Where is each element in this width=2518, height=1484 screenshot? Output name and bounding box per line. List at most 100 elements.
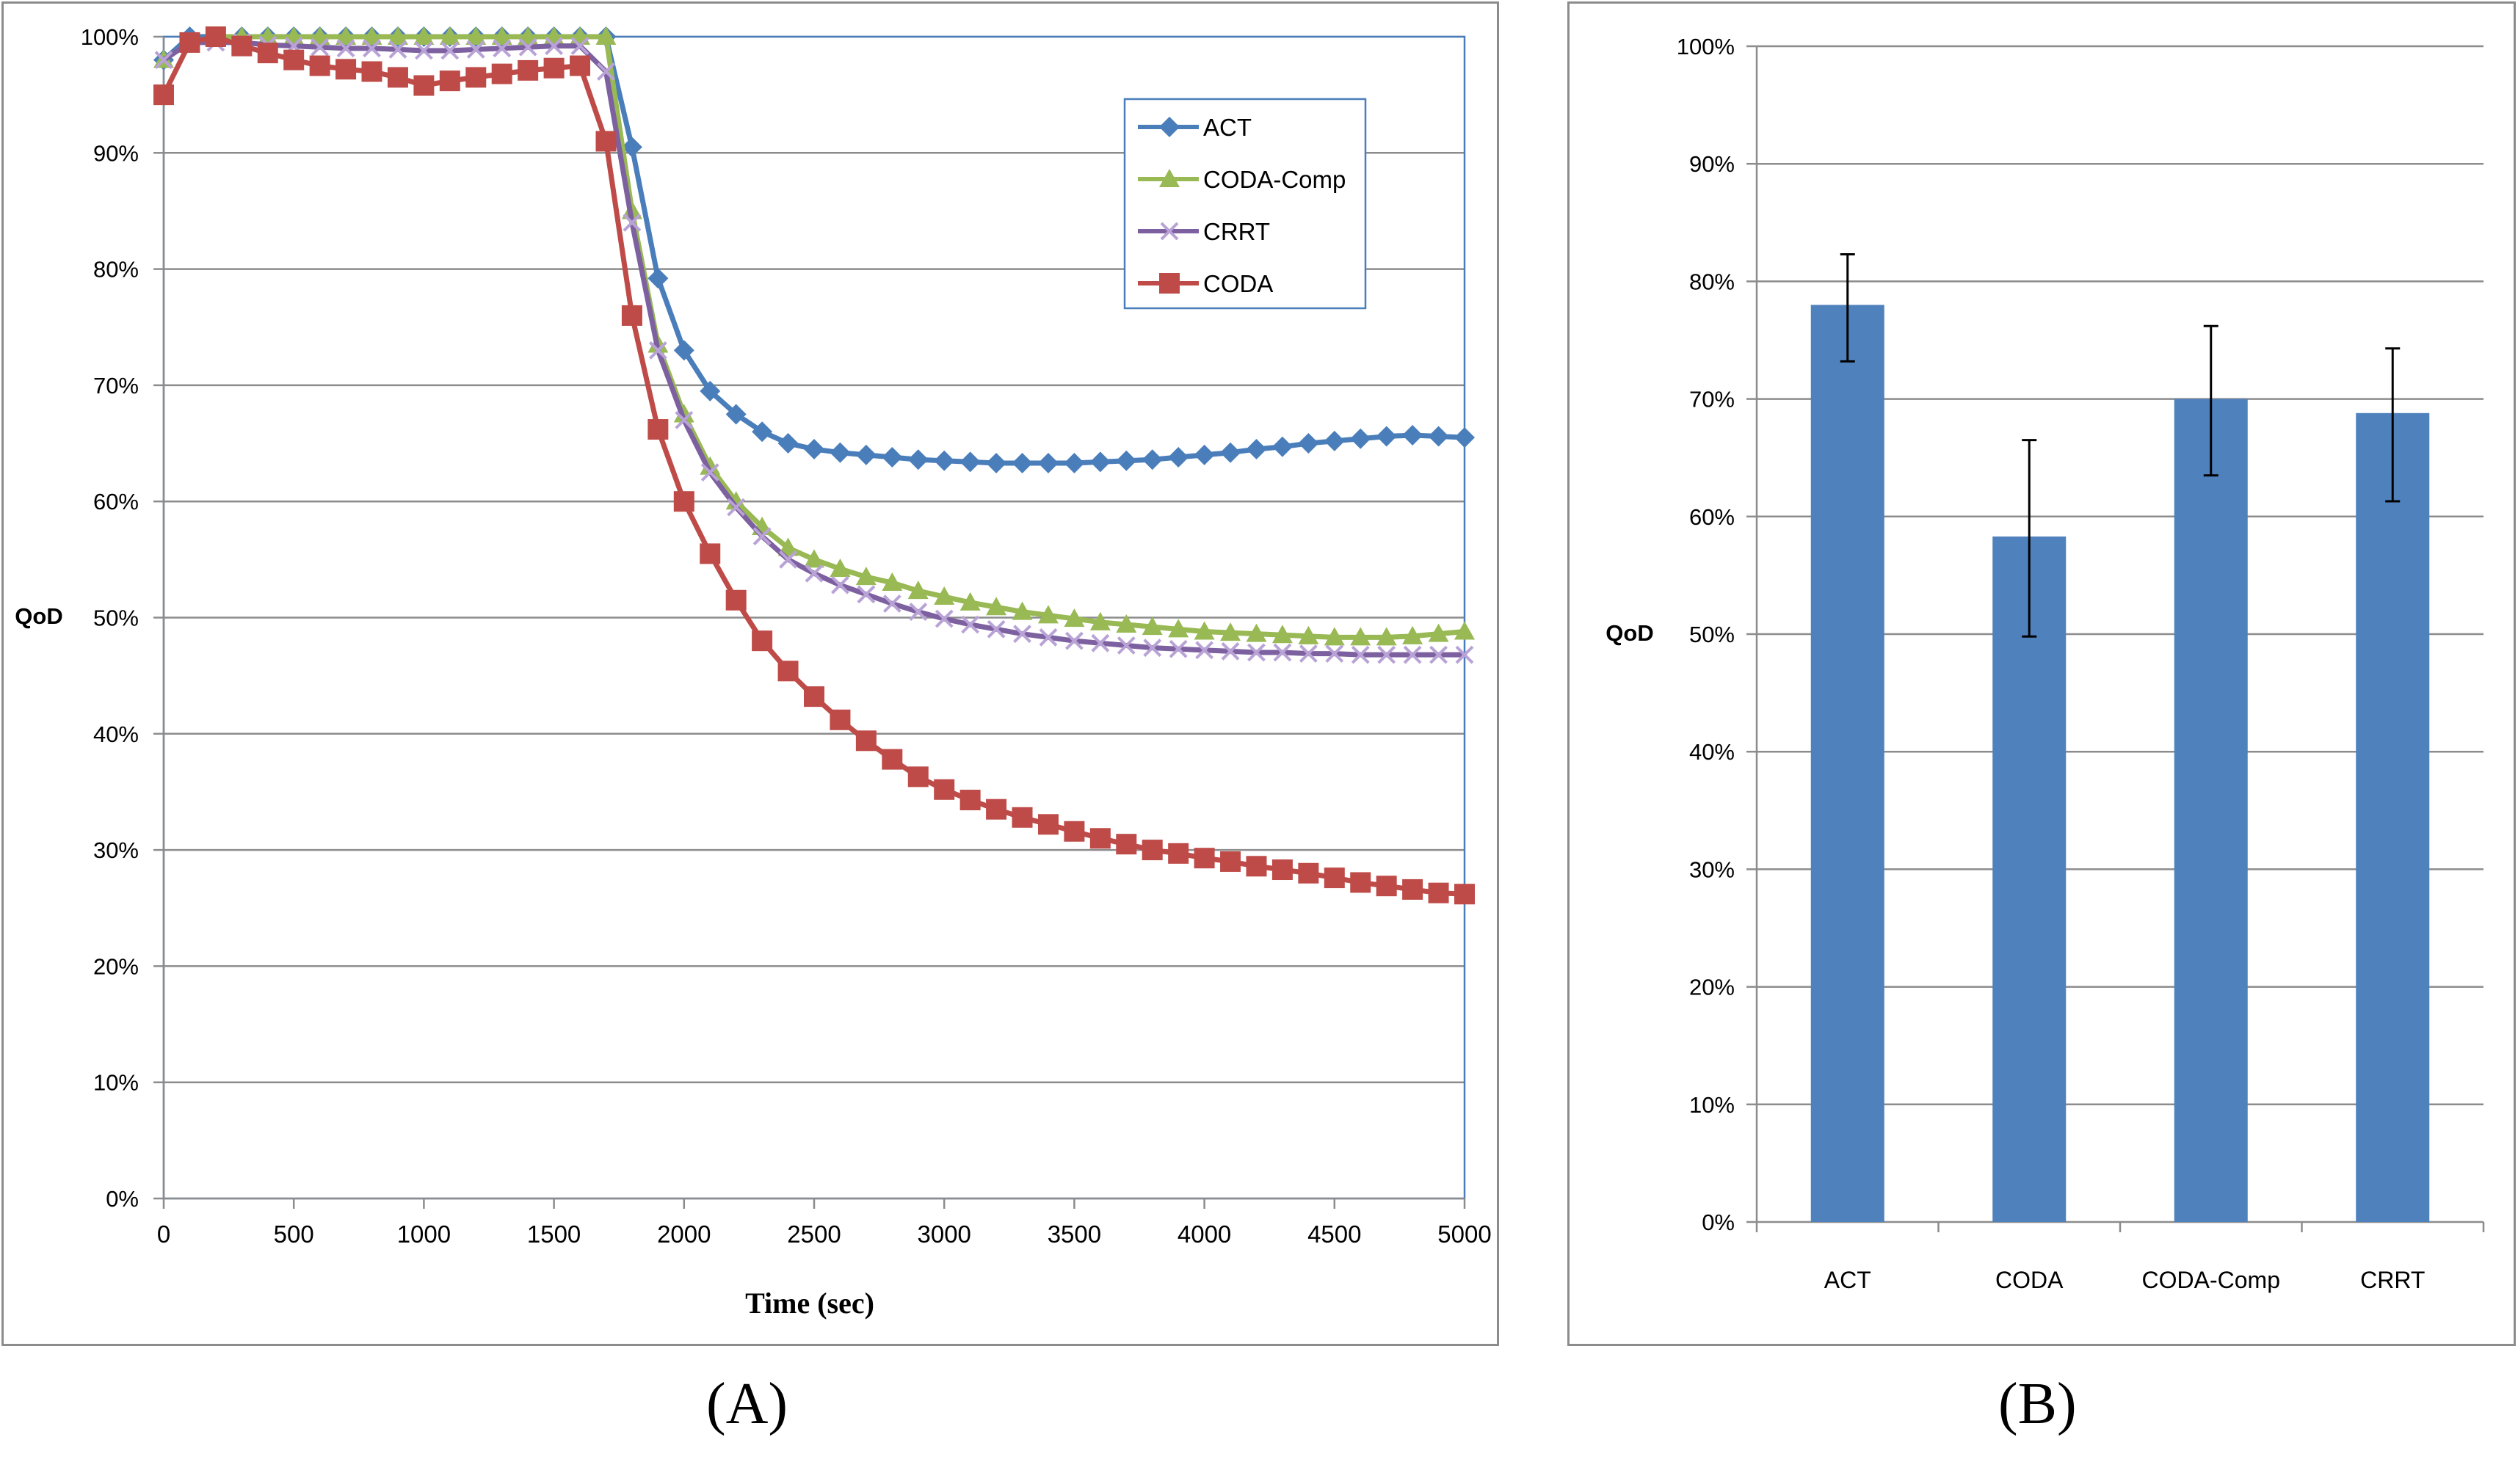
data-point bbox=[1091, 633, 1110, 652]
bar bbox=[1992, 537, 2067, 1222]
xtick-label: 1000 bbox=[397, 1221, 451, 1248]
data-point bbox=[1376, 627, 1397, 646]
category-label: CRRT bbox=[2360, 1267, 2425, 1293]
data-point bbox=[777, 661, 799, 682]
data-point bbox=[882, 572, 903, 592]
ytick-label: 70% bbox=[93, 373, 139, 399]
data-point bbox=[311, 37, 330, 57]
ytick-label: 30% bbox=[93, 837, 139, 863]
data-point bbox=[1377, 645, 1396, 664]
xtick-label: 1500 bbox=[527, 1221, 581, 1248]
data-point bbox=[1324, 868, 1345, 889]
x-axis-label: Time (sec) bbox=[745, 1287, 874, 1320]
data-point bbox=[1429, 645, 1448, 664]
data-point bbox=[1143, 639, 1162, 658]
ytick-label: 90% bbox=[1689, 151, 1735, 177]
data-point bbox=[1116, 614, 1137, 633]
data-point bbox=[779, 550, 797, 569]
data-point bbox=[1454, 884, 1475, 905]
data-point bbox=[465, 26, 487, 45]
ytick-label: 50% bbox=[1689, 622, 1735, 647]
data-point bbox=[959, 592, 981, 611]
data-point bbox=[387, 67, 408, 88]
data-point bbox=[283, 49, 305, 70]
legend: ACT CODA-Comp CRRT CODA bbox=[1123, 98, 1367, 310]
data-point bbox=[959, 451, 981, 473]
data-point bbox=[1037, 814, 1059, 835]
data-point bbox=[882, 749, 903, 770]
data-point bbox=[804, 438, 824, 459]
data-point bbox=[1428, 426, 1449, 447]
data-point bbox=[1402, 879, 1423, 900]
legend-label: CRRT bbox=[1203, 218, 1270, 245]
data-point bbox=[440, 41, 460, 60]
data-point bbox=[1402, 625, 1423, 644]
data-point bbox=[830, 559, 851, 578]
data-point bbox=[986, 799, 1007, 820]
bar-group-crrt bbox=[2356, 347, 2430, 1222]
data-point bbox=[1064, 608, 1085, 628]
data-point bbox=[805, 564, 824, 583]
data-point bbox=[934, 586, 955, 605]
data-point bbox=[700, 456, 721, 475]
data-point bbox=[1246, 623, 1267, 642]
data-point bbox=[882, 447, 903, 468]
data-point bbox=[804, 549, 824, 568]
legend-label: ACT bbox=[1203, 114, 1252, 141]
data-point bbox=[1159, 169, 1180, 187]
data-point bbox=[465, 67, 487, 88]
data-point bbox=[777, 537, 799, 556]
data-point bbox=[1168, 619, 1189, 638]
data-point bbox=[804, 686, 824, 708]
ytick-label: 60% bbox=[1689, 504, 1735, 530]
data-point bbox=[1159, 273, 1180, 294]
data-point bbox=[545, 37, 564, 56]
data-point bbox=[855, 567, 877, 586]
data-point bbox=[491, 26, 512, 45]
ytick-label: 100% bbox=[1677, 34, 1735, 59]
ytick-label: 100% bbox=[81, 24, 139, 50]
data-point bbox=[387, 26, 408, 45]
data-point bbox=[752, 527, 772, 546]
data-point bbox=[934, 779, 955, 800]
data-point bbox=[439, 70, 460, 92]
xtick-label: 3000 bbox=[917, 1221, 970, 1248]
bar bbox=[1810, 305, 1884, 1223]
data-point bbox=[1351, 645, 1370, 664]
data-point bbox=[154, 51, 173, 70]
data-point bbox=[1298, 625, 1319, 644]
data-point bbox=[1089, 828, 1111, 849]
data-point bbox=[493, 39, 512, 58]
ytick-label: 20% bbox=[93, 953, 139, 979]
data-point bbox=[673, 491, 694, 512]
data-point bbox=[1142, 840, 1163, 861]
data-point bbox=[1037, 452, 1059, 473]
data-point bbox=[935, 609, 954, 628]
data-point bbox=[1116, 834, 1137, 855]
ytick-label: 60% bbox=[93, 489, 139, 514]
xtick-label: 4500 bbox=[1307, 1221, 1361, 1248]
ytick-label: 50% bbox=[93, 605, 139, 631]
series-coda bbox=[153, 26, 1475, 905]
data-point bbox=[1012, 452, 1033, 473]
data-point bbox=[1402, 424, 1423, 445]
data-point bbox=[909, 603, 928, 621]
data-point bbox=[1247, 643, 1266, 662]
data-point bbox=[1246, 438, 1267, 459]
data-point bbox=[1039, 628, 1058, 647]
data-point bbox=[648, 341, 667, 360]
category-label: CODA bbox=[1995, 1267, 2064, 1293]
ytick-label: 20% bbox=[1689, 975, 1735, 1000]
ytick-label: 0% bbox=[1702, 1210, 1735, 1235]
data-point bbox=[675, 410, 694, 429]
bar bbox=[2356, 412, 2430, 1222]
data-point bbox=[959, 790, 981, 811]
data-point bbox=[543, 57, 565, 79]
xtick-label: 0 bbox=[157, 1221, 170, 1248]
data-point bbox=[1271, 436, 1293, 457]
data-point bbox=[830, 442, 851, 463]
data-point bbox=[857, 585, 876, 604]
panel-a-line-chart: 0% 10% 20% 30% 40% 50% 60% 70% 80% 90% 100% 0 500 100… bbox=[1, 1, 1499, 1346]
ytick-label: 30% bbox=[1689, 856, 1735, 882]
data-point bbox=[1403, 645, 1422, 664]
